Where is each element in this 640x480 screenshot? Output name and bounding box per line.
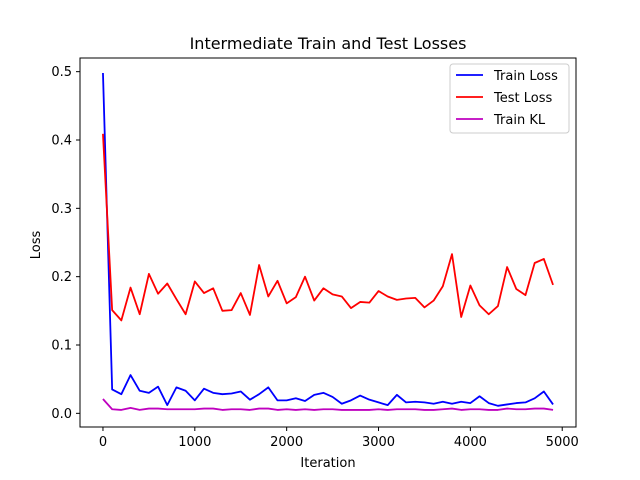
plot-area (79, 57, 577, 428)
x-tick-label: 5000 (546, 435, 579, 450)
legend-label: Test Loss (493, 91, 552, 106)
y-tick-label: 0.4 (51, 134, 72, 149)
legend: Train Loss Test Loss Train KL (449, 63, 570, 134)
x-tick-label: 4000 (454, 435, 487, 450)
x-tick-label: 0 (99, 435, 107, 450)
x-axis: 0 1000 2000 3000 4000 5000 (99, 427, 579, 450)
y-tick-label: 0.0 (51, 407, 72, 422)
y-tick-label: 0.1 (51, 339, 72, 354)
y-tick-label: 0.3 (51, 202, 72, 217)
x-axis-label: Iteration (300, 456, 355, 471)
x-tick-label: 3000 (362, 435, 395, 450)
series-line-2 (102, 133, 554, 322)
series-line-3 (102, 398, 554, 411)
legend-label: Train Loss (493, 69, 558, 84)
y-tick-label: 0.2 (51, 270, 72, 285)
x-tick-label: 1000 (178, 435, 211, 450)
x-tick-label: 2000 (270, 435, 303, 450)
axes-frame (79, 57, 577, 428)
y-axis-label: Loss (29, 231, 44, 260)
legend-label: Train KL (493, 113, 546, 128)
legend-box (449, 63, 570, 134)
chart-title: Intermediate Train and Test Losses (190, 34, 467, 53)
y-axis: 0.0 0.1 0.2 0.3 0.4 0.5 (51, 65, 80, 422)
series-line-1 (102, 73, 554, 407)
y-tick-label: 0.5 (51, 65, 72, 80)
